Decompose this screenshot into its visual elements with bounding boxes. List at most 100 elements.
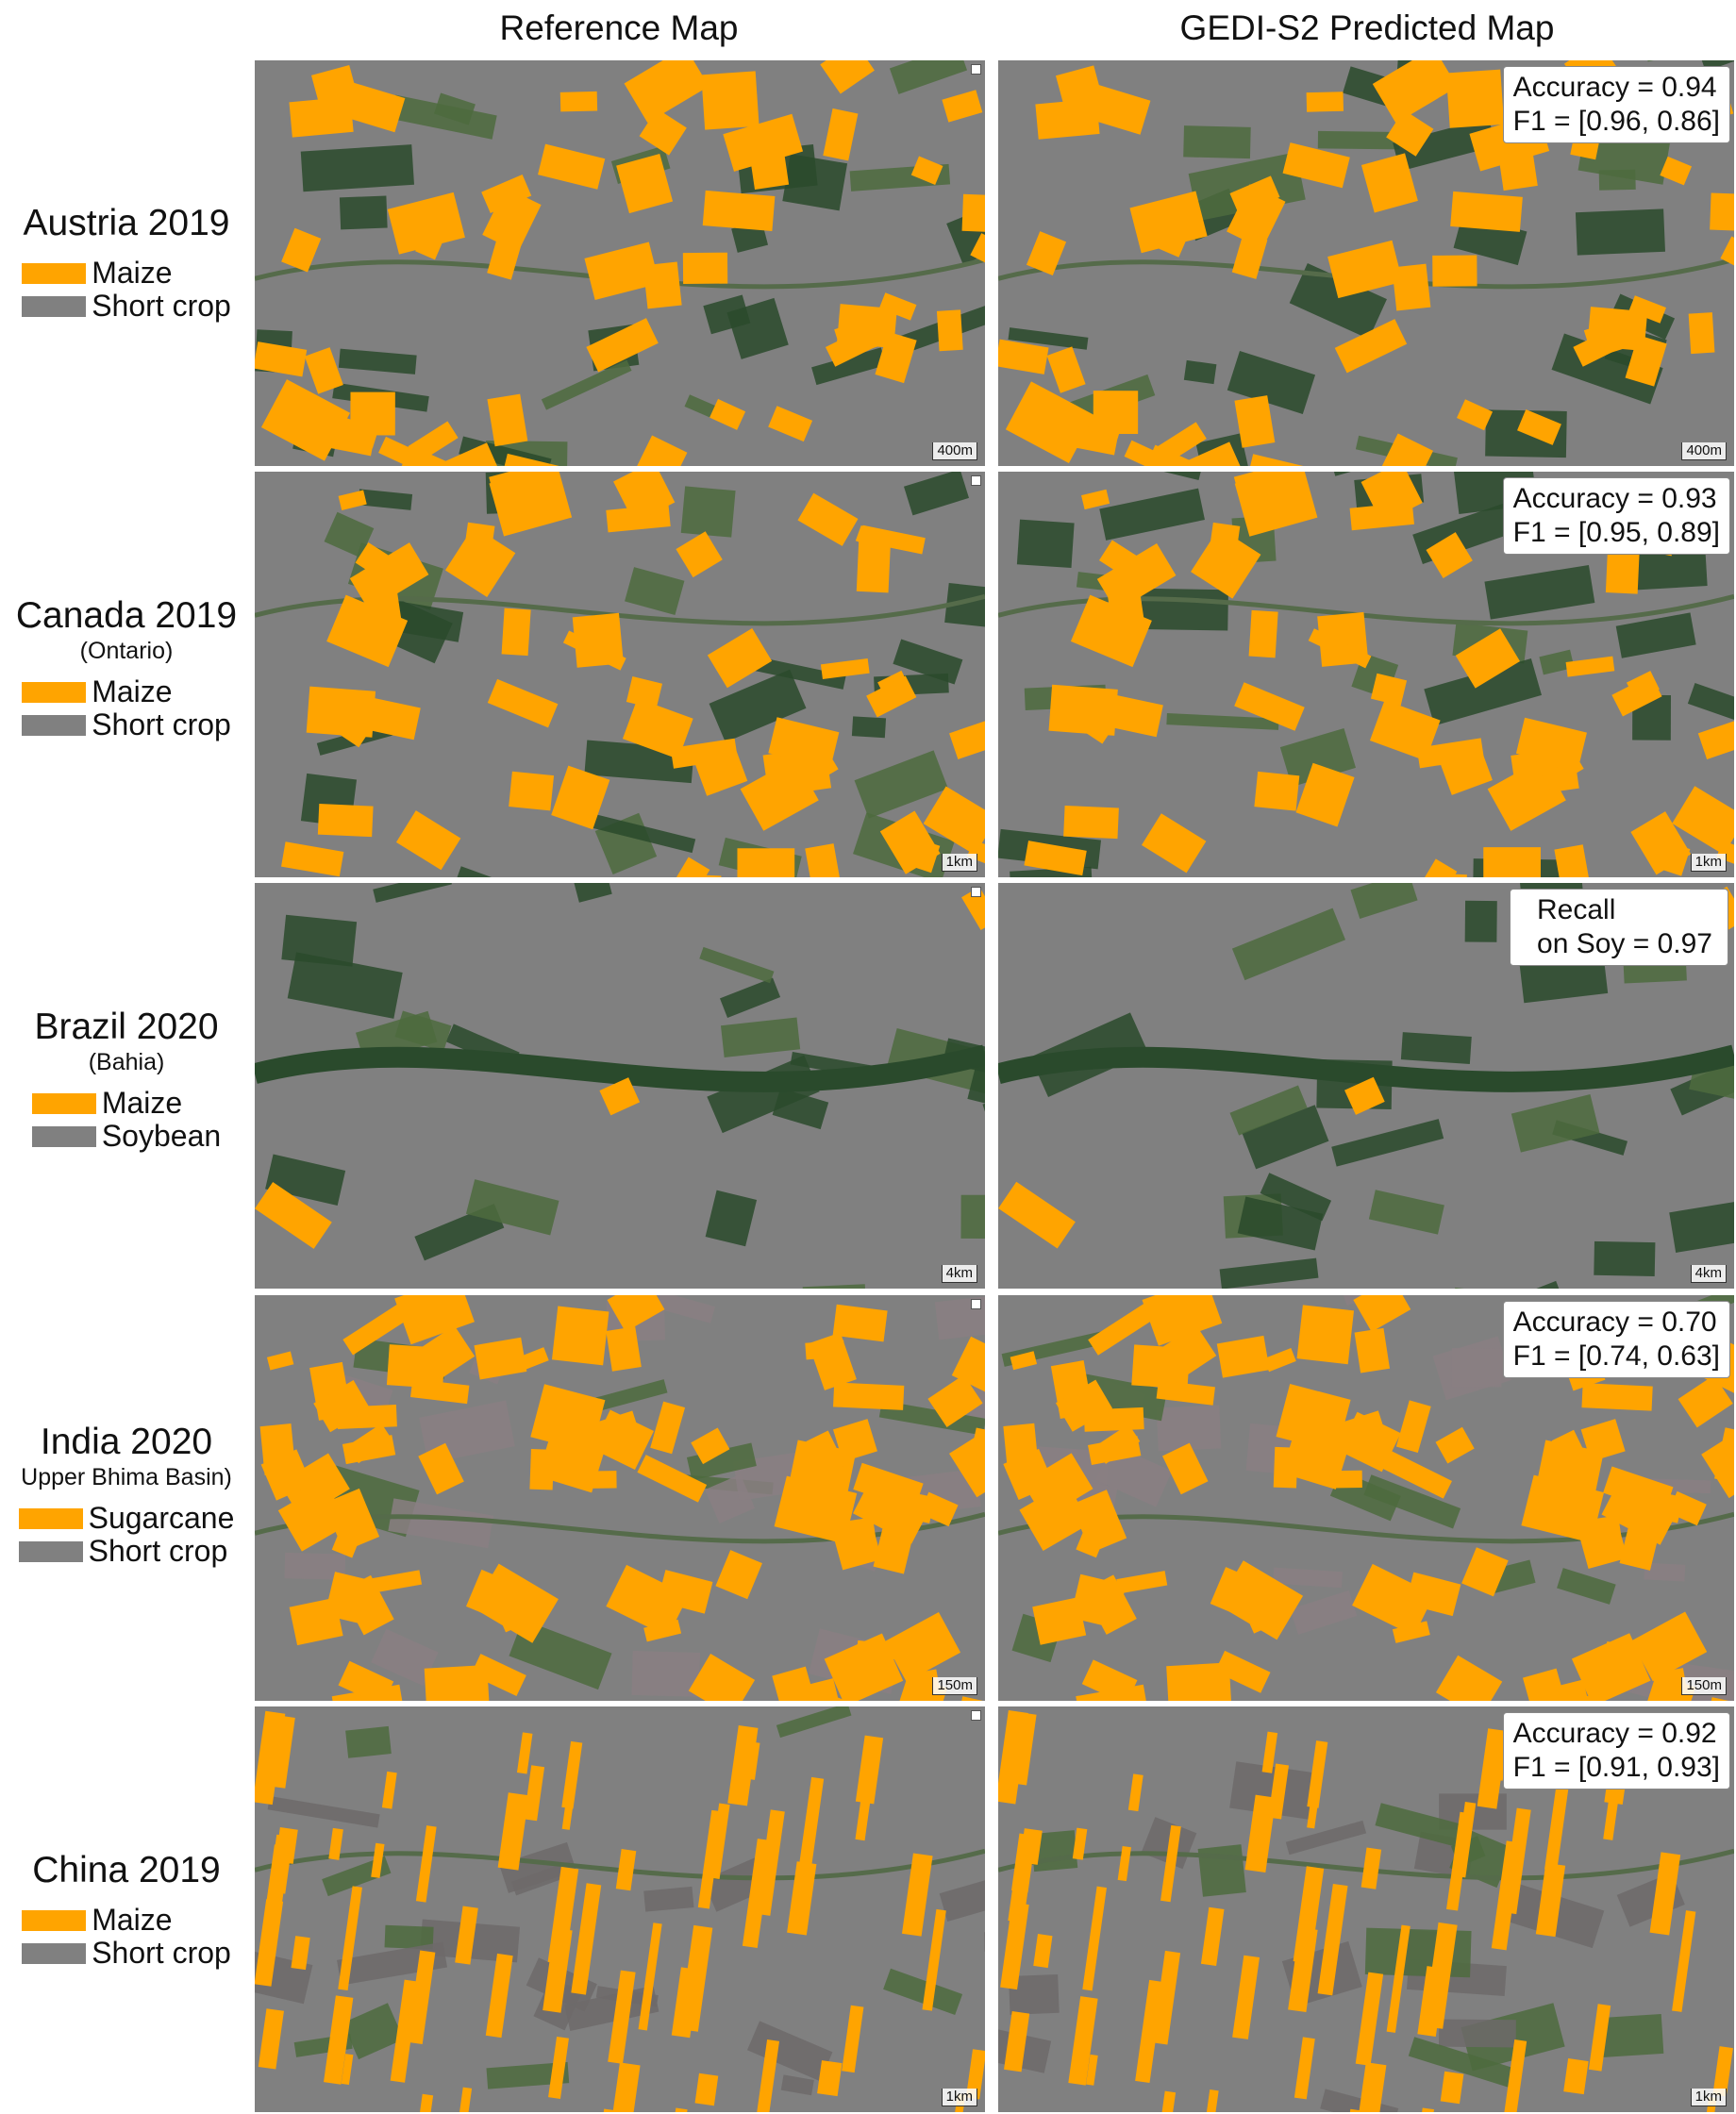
- metrics-box: Recall on Soy = 0.97: [1510, 889, 1728, 966]
- crop-parcel: [1392, 1621, 1430, 1643]
- land-patch: [1484, 564, 1595, 620]
- legend-swatch: [22, 1909, 87, 1931]
- crop-parcel: [1084, 83, 1151, 135]
- land-patch: [465, 1179, 559, 1236]
- crop-parcel: [1628, 295, 1666, 324]
- crop-parcel: [1234, 682, 1305, 731]
- crop-parcel: [1024, 841, 1087, 876]
- row-label-3: Brazil 2020 (Bahia) Maize Soybean: [0, 1006, 253, 1153]
- crop-parcel: [1088, 1436, 1142, 1466]
- crop-parcel: [676, 531, 723, 578]
- crop-parcel: [942, 90, 983, 123]
- crop-parcel: [1360, 1847, 1382, 1889]
- legend-swatch: [22, 1942, 87, 1964]
- legend-swatch: [31, 1125, 96, 1147]
- land-patch: [287, 952, 403, 1019]
- legend: Maize Short crop: [22, 256, 231, 323]
- land-patch: [1464, 900, 1497, 942]
- land-patch: [1528, 1280, 1564, 1289]
- land-patch: [780, 2074, 814, 2096]
- land-patch: [1289, 262, 1387, 340]
- land-patch: [643, 1886, 694, 1912]
- crop-parcel: [1386, 109, 1434, 157]
- legend-swatch: [22, 681, 87, 703]
- land-patch: [944, 582, 985, 631]
- crop-parcel: [1068, 1996, 1098, 2086]
- legend-label: Soybean: [101, 1119, 222, 1153]
- crop-parcel: [281, 227, 322, 273]
- crop-parcel: [1457, 399, 1494, 431]
- crop-parcel: [289, 1597, 343, 1646]
- reference-map-2: 1km: [255, 472, 985, 877]
- crop-parcel: [1544, 1774, 1571, 1872]
- crop-parcel: [1306, 92, 1344, 112]
- crop-parcel: [279, 1453, 350, 1519]
- scale-bar: 1km: [941, 2089, 977, 2106]
- crop-parcel: [338, 1660, 394, 1701]
- crop-parcel: [1551, 1429, 1591, 1475]
- crop-parcel: [395, 810, 461, 871]
- crop-parcel: [547, 1866, 579, 1965]
- land-patch: [1696, 60, 1734, 72]
- land-patch: [746, 2021, 833, 2082]
- land-patch: [720, 977, 781, 1018]
- crop-parcel: [390, 445, 460, 466]
- crop-parcel: [1535, 1862, 1566, 1938]
- legend-item: Short crop: [22, 289, 231, 323]
- legend-label: Maize: [92, 1903, 173, 1937]
- crop-parcel: [1134, 444, 1205, 466]
- map-image: [255, 1295, 985, 1701]
- crop-parcel: [1117, 1845, 1131, 1882]
- land-patch: [1156, 1405, 1222, 1452]
- crop-parcel: [1248, 609, 1278, 658]
- legend-item: Maize: [31, 1086, 221, 1120]
- crop-parcel: [665, 857, 710, 877]
- crop-parcel: [1200, 1906, 1225, 1966]
- crop-parcel: [342, 1435, 396, 1465]
- legend-swatch: [18, 1540, 83, 1562]
- crop-parcel: [691, 1427, 730, 1465]
- crop-parcel: [524, 1765, 545, 1822]
- crop-parcel: [1502, 1807, 1531, 1915]
- crop-parcel: [1026, 231, 1067, 275]
- crop-parcel: [643, 261, 682, 309]
- metric-line-1: Accuracy = 0.70: [1512, 1307, 1717, 1338]
- crop-parcel: [586, 318, 659, 373]
- crop-parcel: [637, 1455, 708, 1503]
- land-patch: [1099, 488, 1205, 541]
- legend-swatch: [18, 1507, 83, 1529]
- crop-parcel: [474, 1337, 527, 1380]
- land-patch: [968, 1377, 985, 1428]
- crop-parcel: [455, 1906, 478, 1965]
- crop-parcel: [1624, 1485, 1684, 1523]
- crop-parcel: [1096, 542, 1177, 611]
- land-patch: [1539, 649, 1575, 675]
- land-patch: [1231, 907, 1346, 981]
- crop-parcel: [820, 60, 875, 94]
- legend-item: Maize: [22, 1903, 231, 1937]
- crop-parcel: [1426, 532, 1473, 579]
- crop-parcel: [1048, 684, 1118, 736]
- row-label-1: Austria 2019 Maize Short crop: [0, 202, 253, 323]
- region-title: Canada 2019: [15, 595, 238, 636]
- land-patch: [878, 1400, 985, 1436]
- land-patch: [300, 144, 414, 192]
- land-patch: [586, 812, 696, 854]
- crop-parcel: [1360, 153, 1418, 213]
- crop-parcel: [1377, 433, 1434, 466]
- land-patch: [702, 1857, 769, 1912]
- scale-bar: 1km: [941, 854, 977, 872]
- grid-corner-icon: [971, 64, 981, 75]
- land-patch: [883, 1968, 963, 2016]
- crop-parcel: [328, 1827, 343, 1860]
- crop-parcel: [489, 1581, 537, 1633]
- crop-parcel: [965, 2049, 985, 2100]
- crop-parcel: [1129, 191, 1208, 254]
- crop-parcel: [342, 1300, 414, 1356]
- land-patch: [388, 1498, 494, 1549]
- crop-parcel: [961, 887, 985, 931]
- crop-parcel: [1581, 1383, 1653, 1411]
- predicted-map-4: Accuracy = 0.70 F1 = [0.74, 0.63] 150m: [998, 1295, 1734, 1701]
- crop-parcel: [678, 1924, 713, 2032]
- crop-parcel: [817, 2060, 843, 2097]
